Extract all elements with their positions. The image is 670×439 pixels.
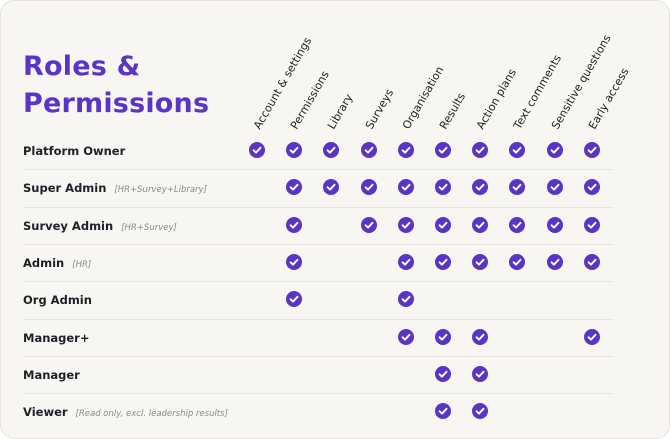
check-circle-icon [509, 253, 526, 270]
table-row: Admin [HR] [23, 243, 613, 281]
column-header-results: Results [437, 90, 469, 132]
check-circle-icon [583, 253, 600, 270]
role-note: [Read only, excl. leadership results] [75, 409, 228, 420]
role-name: Admin [23, 255, 65, 270]
column-header-early-access: Early access [585, 65, 632, 132]
table-row: Manager+ [23, 318, 613, 356]
check-circle-icon [583, 142, 600, 158]
role-name: Super Admin [23, 181, 107, 196]
check-circle-icon [435, 142, 451, 158]
table-row: Viewer [Read only, excl. leadership resul… [23, 393, 613, 430]
page-title-line-1: Roles & [23, 51, 141, 82]
role-label: Viewer [Read only, excl. leadership resul… [23, 393, 228, 430]
page-title: Roles & Permissions [23, 48, 209, 122]
check-circle-icon [323, 142, 340, 158]
check-circle-icon [435, 403, 451, 420]
table-row: Super Admin [HR+Survey+Library] [23, 169, 613, 206]
role-note: [HR+Survey+Library] [114, 185, 207, 196]
column-header-surveys: Surveys [362, 86, 396, 132]
check-circle-icon [286, 216, 303, 233]
check-circle-icon [397, 328, 414, 345]
check-circle-icon [472, 365, 489, 382]
check-circle-icon [546, 179, 563, 196]
role-label: Survey Admin [HR+Survey] [23, 207, 177, 244]
row-divider [23, 206, 613, 208]
check-circle-icon [509, 179, 526, 196]
role-name: Platform Owner [23, 144, 126, 158]
table-row: Platform Owner [23, 132, 613, 169]
check-circle-icon [397, 179, 414, 196]
role-note: [HR] [72, 259, 92, 270]
check-circle-icon [286, 291, 303, 308]
check-circle-icon [435, 328, 451, 345]
role-note: [HR+Survey] [121, 222, 177, 233]
check-circle-icon [509, 142, 526, 158]
table-row: Org Admin [23, 281, 613, 318]
role-label: Org Admin [23, 281, 92, 318]
table-row: Survey Admin [HR+Survey] [23, 206, 613, 244]
row-divider [23, 355, 613, 357]
row-divider [23, 243, 613, 245]
role-name: Manager [23, 367, 80, 382]
role-label: Admin [HR] [23, 244, 91, 281]
check-circle-icon [286, 179, 303, 196]
role-name: Viewer [23, 405, 68, 420]
check-circle-icon [286, 253, 303, 270]
check-circle-icon [286, 142, 303, 158]
check-circle-icon [509, 216, 526, 233]
check-circle-icon [472, 142, 489, 158]
page-title-line-2: Permissions [23, 88, 210, 119]
check-circle-icon [397, 216, 414, 233]
role-label: Manager+ [23, 319, 90, 356]
check-circle-icon [546, 142, 563, 158]
check-circle-icon [583, 328, 600, 345]
check-circle-icon [583, 179, 600, 196]
check-circle-icon [472, 328, 489, 345]
check-circle-icon [323, 179, 340, 196]
check-circle-icon [546, 253, 563, 270]
check-circle-icon [472, 253, 489, 270]
check-circle-icon [435, 365, 451, 382]
check-circle-icon [472, 216, 489, 233]
column-header-library: Library [325, 91, 356, 132]
check-circle-icon [360, 179, 377, 196]
check-circle-icon [397, 291, 414, 308]
check-circle-icon [546, 216, 563, 233]
check-circle-icon [435, 179, 451, 196]
role-label: Super Admin [HR+Survey+Library] [23, 169, 207, 206]
check-circle-icon [435, 216, 451, 233]
check-circle-icon [472, 179, 489, 196]
check-circle-icon [397, 253, 414, 270]
role-label: Manager [23, 356, 80, 393]
row-divider [23, 281, 613, 283]
role-name: Survey Admin [23, 218, 114, 233]
check-circle-icon [472, 403, 489, 420]
check-circle-icon [249, 142, 265, 158]
check-circle-icon [435, 253, 451, 270]
check-circle-icon [583, 216, 600, 233]
check-circle-icon [360, 142, 377, 158]
row-divider [23, 318, 613, 320]
check-circle-icon [397, 142, 414, 158]
table-row: Manager [23, 355, 613, 393]
role-name: Org Admin [23, 293, 92, 308]
check-circle-icon [360, 216, 377, 233]
role-label: Platform Owner [23, 132, 125, 169]
row-divider [23, 393, 613, 395]
row-divider [23, 169, 613, 171]
role-name: Manager+ [23, 330, 90, 345]
